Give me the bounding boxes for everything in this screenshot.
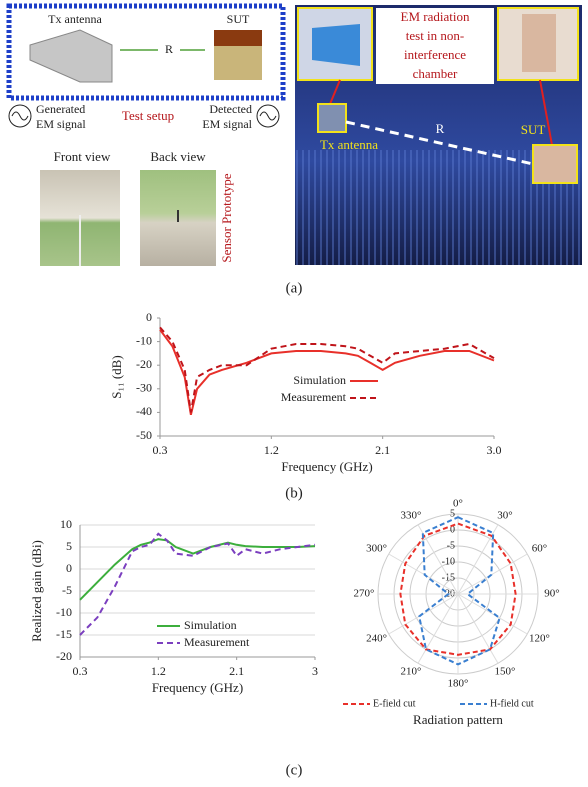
spoke bbox=[458, 594, 498, 663]
label: Detected bbox=[209, 102, 252, 116]
y-tick-label: -20 bbox=[136, 357, 152, 371]
theta-tick-label: 330° bbox=[401, 510, 422, 522]
y-tick-label: -30 bbox=[136, 381, 152, 395]
x-axis-label: Frequency (GHz) bbox=[152, 680, 243, 695]
label: R bbox=[436, 121, 445, 136]
r-tick-label: -10 bbox=[442, 556, 455, 567]
sut-marker bbox=[533, 145, 577, 183]
x-tick-label: 2.1 bbox=[229, 664, 244, 678]
y-tick-label: 0 bbox=[146, 310, 152, 324]
y-tick-label: -15 bbox=[56, 627, 72, 641]
label: interference bbox=[404, 47, 466, 62]
sut-patch bbox=[214, 30, 262, 46]
y-tick-label: -40 bbox=[136, 404, 152, 418]
caption: (b) bbox=[285, 485, 303, 501]
theta-tick-label: 0° bbox=[453, 498, 463, 510]
y-tick-label: 0 bbox=[66, 561, 72, 575]
x-axis-label: Frequency (GHz) bbox=[281, 459, 372, 474]
label: EM signal bbox=[36, 117, 86, 131]
x-tick-label: 0.3 bbox=[153, 443, 168, 457]
x-tick-label: 3.0 bbox=[487, 443, 502, 457]
theta-tick-label: 150° bbox=[495, 665, 516, 677]
legend-label: Measurement bbox=[281, 390, 347, 404]
legend-label: Measurement bbox=[184, 635, 250, 649]
label: Tx antenna bbox=[320, 137, 378, 152]
legend-label: E-field cut bbox=[373, 698, 416, 709]
panel-a: Tx antenna R SUT Generated EM signal Tes… bbox=[9, 5, 582, 266]
label: Generated bbox=[36, 102, 85, 116]
y-tick-label: -5 bbox=[62, 583, 72, 597]
label: EM signal bbox=[202, 117, 252, 131]
y-axis-label: S₁₁ (dB) bbox=[109, 355, 124, 398]
x-tick-label: 1.2 bbox=[264, 443, 279, 457]
label: Test setup bbox=[122, 108, 174, 123]
x-tick-label: 3 bbox=[312, 664, 318, 678]
theta-tick-label: 300° bbox=[366, 543, 387, 555]
y-tick-label: 10 bbox=[60, 517, 72, 531]
y-tick-label: -50 bbox=[136, 428, 152, 442]
theta-tick-label: 180° bbox=[448, 678, 469, 690]
x-tick-label: 0.3 bbox=[73, 664, 88, 678]
y-axis-label: Realized gain (dBi) bbox=[29, 540, 44, 642]
y-tick-label: -10 bbox=[56, 605, 72, 619]
label: SUT bbox=[227, 12, 250, 26]
theta-tick-label: 120° bbox=[529, 633, 550, 645]
theta-tick-label: 60° bbox=[532, 543, 547, 555]
label: Back view bbox=[150, 149, 206, 164]
tx-marker bbox=[318, 104, 346, 132]
sensor bbox=[522, 14, 556, 72]
label: Sensor Prototype bbox=[219, 173, 234, 262]
theta-tick-label: 30° bbox=[497, 510, 512, 522]
label: SUT bbox=[521, 122, 546, 137]
caption: (a) bbox=[286, 280, 303, 296]
horn bbox=[312, 24, 360, 66]
r-tick-label: -5 bbox=[447, 540, 455, 551]
legend-label: Simulation bbox=[184, 618, 237, 632]
caption: (c) bbox=[286, 762, 303, 778]
label: Tx antenna bbox=[48, 12, 102, 26]
x-tick-label: 1.2 bbox=[151, 664, 166, 678]
y-tick-label: -20 bbox=[56, 649, 72, 663]
legend-label: H-field cut bbox=[490, 698, 534, 709]
theta-tick-label: 90° bbox=[544, 588, 559, 600]
x-tick-label: 2.1 bbox=[375, 443, 390, 457]
label: R bbox=[165, 42, 173, 56]
label: Front view bbox=[54, 149, 111, 164]
label: test in non- bbox=[406, 28, 465, 43]
spoke bbox=[458, 594, 527, 634]
y-tick-label: 5 bbox=[66, 539, 72, 553]
y-tick-label: -10 bbox=[136, 333, 152, 347]
theta-tick-label: 210° bbox=[401, 665, 422, 677]
chart-title: Radiation pattern bbox=[413, 712, 503, 727]
label: EM radiation bbox=[401, 9, 470, 24]
theta-tick-label: 270° bbox=[354, 588, 375, 600]
legend-label: Simulation bbox=[293, 373, 346, 387]
label: chamber bbox=[413, 66, 458, 81]
theta-tick-label: 240° bbox=[366, 633, 387, 645]
r-tick-label: 5 bbox=[450, 508, 455, 519]
figure: Tx antenna R SUT Generated EM signal Tes… bbox=[0, 0, 588, 787]
